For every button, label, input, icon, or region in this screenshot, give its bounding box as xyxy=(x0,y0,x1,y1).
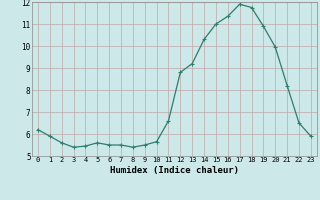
X-axis label: Humidex (Indice chaleur): Humidex (Indice chaleur) xyxy=(110,166,239,175)
